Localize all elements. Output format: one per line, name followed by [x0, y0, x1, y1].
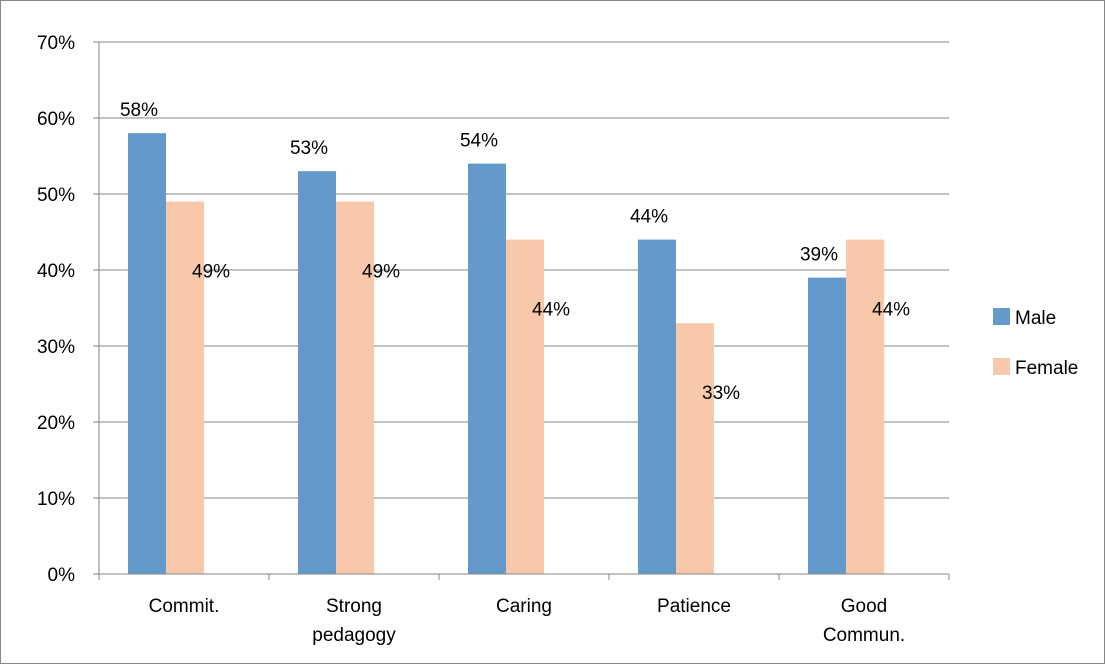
- y-tick-label: 60%: [37, 109, 75, 130]
- y-tick-label: 70%: [37, 33, 75, 54]
- data-label-male: 54%: [460, 131, 498, 152]
- x-tick-label: Patience: [657, 596, 731, 617]
- y-tick-label: 20%: [37, 413, 75, 434]
- data-label-male: 53%: [290, 138, 328, 159]
- data-label-female: 44%: [532, 300, 570, 321]
- legend-swatch-female: [993, 358, 1010, 375]
- data-label-female: 33%: [702, 383, 740, 404]
- x-tick-label: Commun.: [823, 625, 905, 646]
- x-tick-label: Good: [841, 596, 887, 617]
- legend: Male Female: [993, 308, 1078, 379]
- bar-female: [506, 239, 544, 574]
- x-tick-label: pedagogy: [312, 625, 396, 646]
- bar-female: [336, 201, 374, 574]
- bar-male: [638, 239, 676, 574]
- bar-male: [808, 277, 846, 574]
- bar-male: [298, 171, 336, 574]
- y-tick-label: 30%: [37, 337, 75, 358]
- legend-swatch-male: [993, 308, 1010, 325]
- y-tick-label: 40%: [37, 261, 75, 282]
- x-tick-label: Commit.: [149, 596, 220, 617]
- data-label-male: 58%: [120, 100, 158, 121]
- x-tick-label: Strong: [326, 596, 382, 617]
- x-tick-label: Caring: [496, 596, 552, 617]
- bar-male: [128, 133, 166, 574]
- y-tick-label: 50%: [37, 185, 75, 206]
- data-label-female: 49%: [192, 262, 230, 283]
- legend-label-male: Male: [1015, 308, 1056, 329]
- data-label-male: 39%: [800, 245, 838, 266]
- y-tick-label: 0%: [48, 565, 76, 586]
- data-label-female: 44%: [872, 300, 910, 321]
- bar-female: [676, 323, 714, 574]
- legend-label-female: Female: [1015, 358, 1078, 379]
- data-label-male: 44%: [630, 207, 668, 228]
- bar-female: [166, 201, 204, 574]
- bars: [128, 133, 884, 574]
- bar-male: [468, 163, 506, 574]
- data-labels: 58% 49% 53% 49% 54% 44% 44% 33% 39% 44%: [120, 100, 910, 404]
- data-label-female: 49%: [362, 262, 400, 283]
- bar-female: [846, 239, 884, 574]
- axes: 0% 10% 20% 30% 40% 50% 60% 70% Commit. Strong peda…: [37, 33, 950, 646]
- y-tick-label: 10%: [37, 489, 75, 510]
